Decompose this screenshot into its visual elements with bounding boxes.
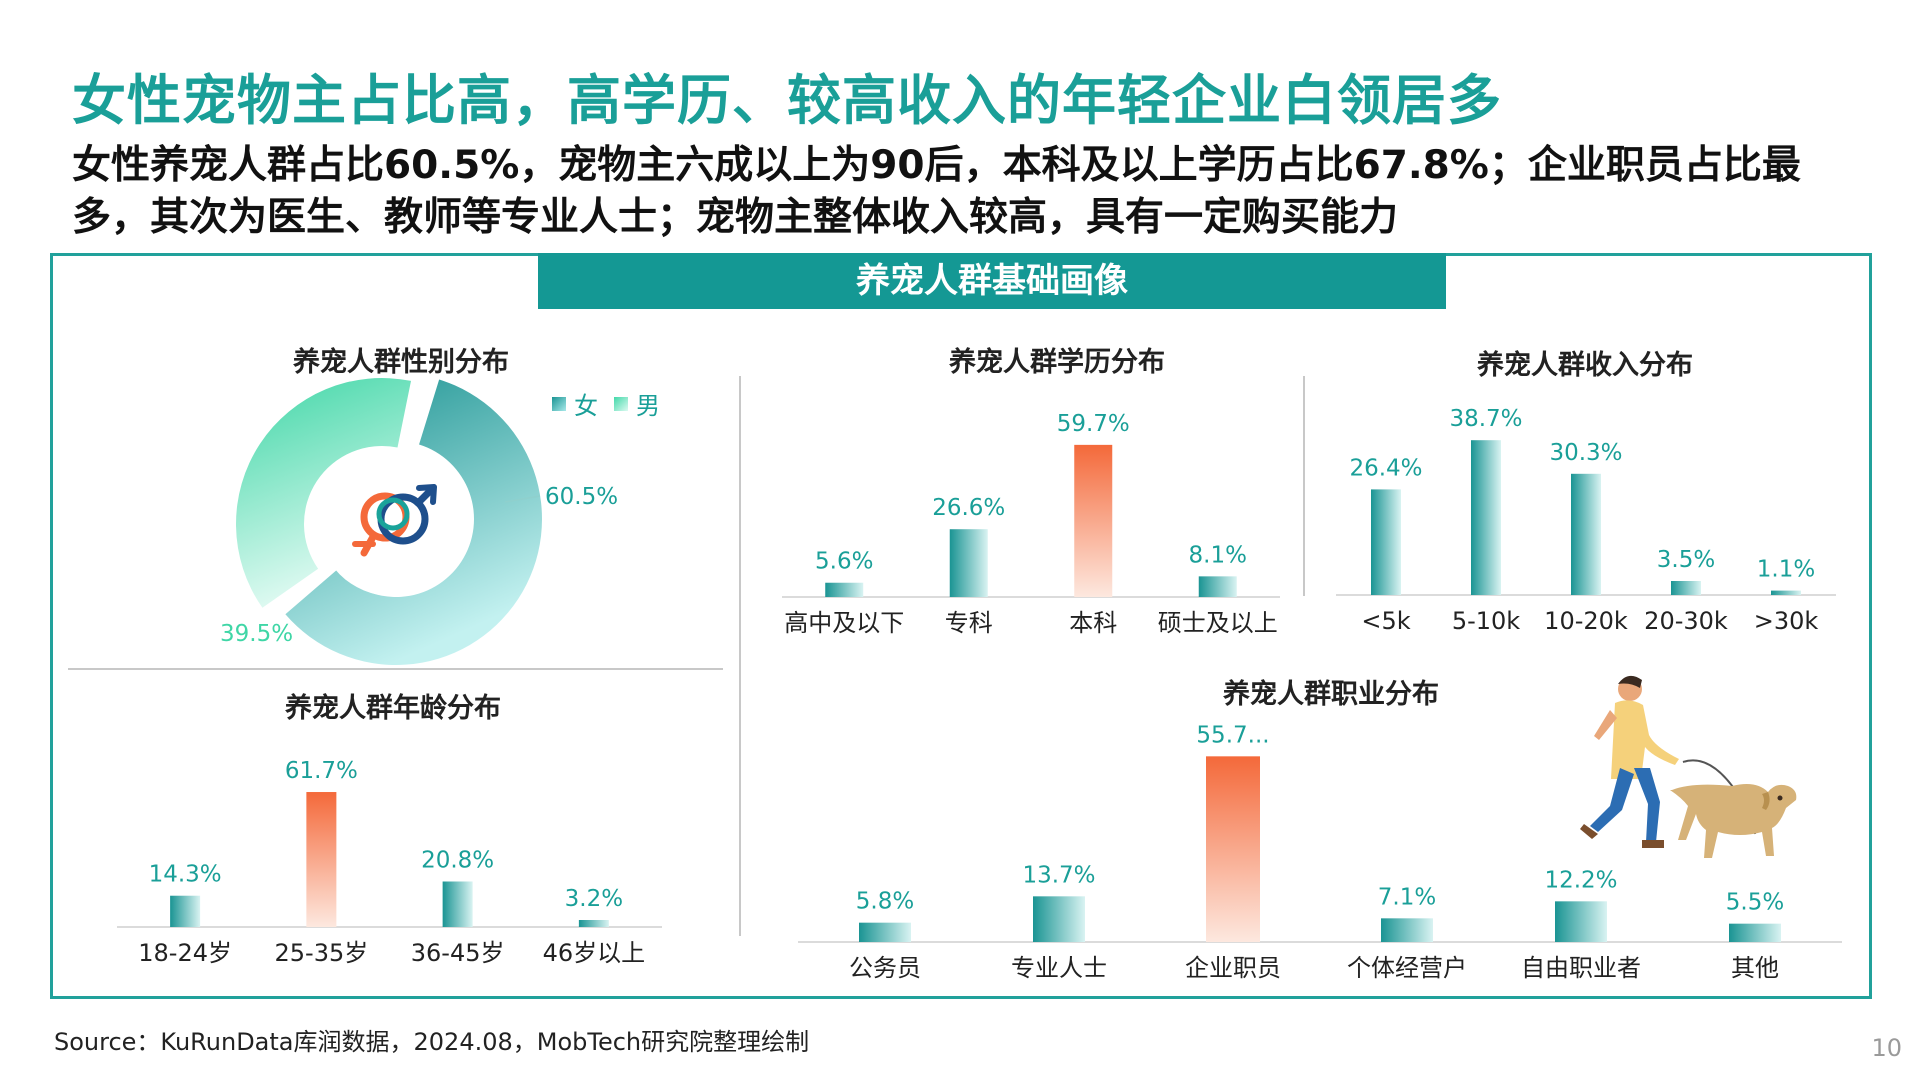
divider-left-horizontal <box>68 668 723 670</box>
legend-label-female: 女 <box>574 392 598 420</box>
education-bar <box>1074 444 1113 597</box>
age-bars: 14.3% 18-24岁 61.7% 25-35岁 20.8% 36-45岁 3.2% 46岁… <box>117 758 662 967</box>
income-bar <box>1671 581 1701 595</box>
income-chart-title: 养宠人群收入分布 <box>1477 350 1693 381</box>
occupation-bar <box>1555 901 1607 942</box>
age-value-label: 14.3% <box>149 862 222 888</box>
gender-chart-title: 养宠人群性别分布 <box>293 347 509 378</box>
occupation-bar <box>1033 896 1085 942</box>
education-category-label: 专科 <box>945 609 993 637</box>
occupation-bar <box>859 922 911 942</box>
donut-center <box>318 448 466 596</box>
donut-slice-male <box>235 377 412 608</box>
divider-vertical-main <box>739 376 741 936</box>
income-value-label: 1.1% <box>1757 557 1815 583</box>
age-bar <box>306 792 337 927</box>
age-value-label: 3.2% <box>565 886 623 912</box>
page-title: 女性宠物主占比高，高学历、较高收入的年轻企业白领居多 <box>72 69 1502 132</box>
occupation-category-label: 专业人士 <box>1011 954 1107 982</box>
income-bar <box>1771 590 1801 595</box>
age-bar <box>442 881 473 927</box>
occupation-category-label: 自由职业者 <box>1521 954 1641 982</box>
occupation-category-label: 个体经营户 <box>1347 954 1467 982</box>
income-bar <box>1571 473 1601 595</box>
occupation-value-label: 13.7% <box>1022 862 1095 888</box>
income-bars: 26.4% <5k 38.7% 5-10k 30.3% 10-20k 3.5% 20-30k 1… <box>1336 406 1836 635</box>
donut-label-male: 39.5% <box>220 621 293 647</box>
source-note: Source：KuRunData库润数据，2024.08，MobTech研究院整… <box>54 1028 810 1056</box>
legend-swatch-male <box>614 396 628 411</box>
page-subtitle: 女性养宠人群占比60.5%，宠物主六成以上为90后，本科及以上学历占比67.8%… <box>72 143 1801 240</box>
occupation-value-label: 5.8% <box>856 889 914 915</box>
education-bar <box>825 582 864 597</box>
gender-legend: 女 男 <box>552 386 660 421</box>
income-bar <box>1471 440 1501 595</box>
education-bar <box>1198 576 1237 597</box>
occupation-bar <box>1381 918 1433 942</box>
age-category-label: 46岁以上 <box>543 939 646 967</box>
age-category-label: 36-45岁 <box>411 939 505 967</box>
income-value-label: 26.4% <box>1349 455 1422 481</box>
education-value-label: 5.6% <box>815 549 873 575</box>
education-bar <box>949 529 988 597</box>
income-bar <box>1371 489 1401 595</box>
income-value-label: 3.5% <box>1657 547 1715 573</box>
divider-vertical-right <box>1303 376 1305 596</box>
donut-label-female: 60.5% <box>545 484 618 510</box>
education-category-label: 本科 <box>1069 609 1117 637</box>
income-category-label: 5-10k <box>1452 607 1520 635</box>
panel-banner: 养宠人群基础画像 <box>538 253 1446 309</box>
education-category-label: 高中及以下 <box>784 609 904 637</box>
occupation-bar <box>1729 923 1781 942</box>
occupation-category-label: 公务员 <box>849 954 921 982</box>
person-walking-dog-illustration <box>1580 675 1797 858</box>
occupation-category-label: 企业职员 <box>1185 954 1281 982</box>
age-value-label: 61.7% <box>285 758 358 784</box>
occupation-bars: 5.8% 公务员 13.7% 专业人士 55.7... 企业职员 7.1% 个体经营户 12.2… <box>798 722 1842 982</box>
age-category-label: 25-35岁 <box>275 939 369 967</box>
income-category-label: <5k <box>1361 607 1410 635</box>
occupation-value-label: 55.7... <box>1196 722 1269 748</box>
occupation-bar <box>1206 756 1260 942</box>
occupation-value-label: 7.1% <box>1378 884 1436 910</box>
education-chart-title: 养宠人群学历分布 <box>949 347 1165 378</box>
income-category-label: 10-20k <box>1544 607 1628 635</box>
education-value-label: 8.1% <box>1189 542 1247 568</box>
education-value-label: 59.7% <box>1057 411 1130 437</box>
education-bars: 5.6% 高中及以下 26.6% 专科 59.7% 本科 8.1% 硕士及以上 <box>782 411 1280 637</box>
age-bar <box>170 895 201 927</box>
gender-symbol-icon <box>352 484 437 557</box>
age-category-label: 18-24岁 <box>138 939 232 967</box>
page-number: 10 <box>1871 1034 1902 1062</box>
occupation-value-label: 5.5% <box>1726 890 1784 916</box>
age-value-label: 20.8% <box>421 848 494 874</box>
gender-donut: 60.5% 39.5% <box>220 377 618 665</box>
donut-slice-female <box>285 379 542 665</box>
income-category-label: >30k <box>1754 607 1819 635</box>
income-value-label: 38.7% <box>1449 406 1522 432</box>
legend-swatch-female <box>552 396 566 411</box>
income-value-label: 30.3% <box>1549 440 1622 466</box>
occupation-chart-title: 养宠人群职业分布 <box>1223 679 1439 710</box>
education-category-label: 硕士及以上 <box>1158 609 1278 637</box>
age-chart-title: 养宠人群年龄分布 <box>285 693 501 724</box>
education-value-label: 26.6% <box>932 495 1005 521</box>
occupation-value-label: 12.2% <box>1544 867 1617 893</box>
occupation-category-label: 其他 <box>1731 954 1779 982</box>
legend-label-male: 男 <box>636 392 660 420</box>
income-category-label: 20-30k <box>1644 607 1728 635</box>
age-bar <box>578 920 609 927</box>
donut-leader-female <box>504 495 541 503</box>
